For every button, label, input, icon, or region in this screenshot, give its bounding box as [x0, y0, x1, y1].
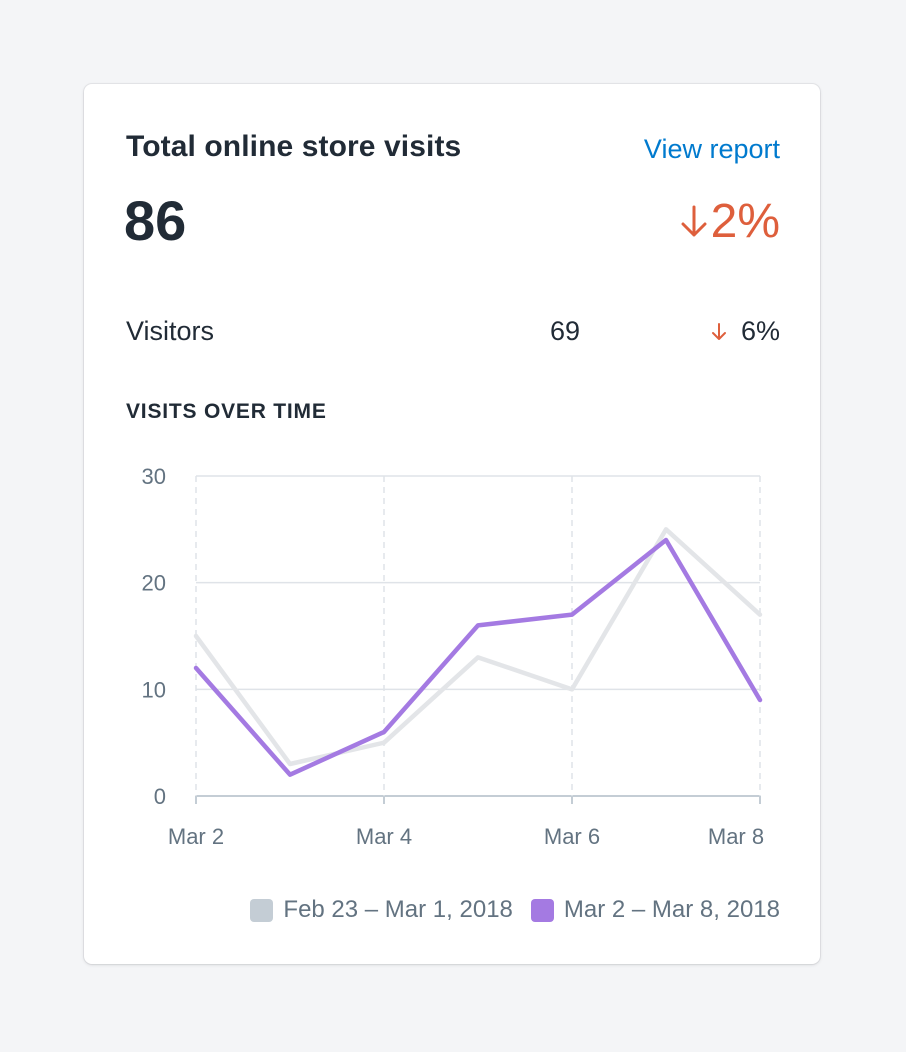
visits-card: Total online store visits View report 86… [84, 84, 820, 964]
section-heading: VISITS OVER TIME [126, 400, 327, 423]
legend-label-previous: Feb 23 – Mar 1, 2018 [283, 896, 513, 923]
x-tick-label: Mar 8 [708, 824, 764, 849]
x-tick-label: Mar 6 [544, 824, 600, 849]
series-line-previous [193, 527, 763, 767]
visitors-label: Visitors [126, 316, 215, 346]
y-tick-label: 30 [142, 464, 166, 489]
y-tick-label: 20 [142, 571, 166, 596]
legend-item-current: Mar 2 – Mar 8, 2018 [530, 896, 780, 924]
visitors-change-value: 6% [740, 316, 780, 346]
total-visits-value: 86 [124, 189, 187, 252]
visits-line-chart: 0 10 20 30 Mar 2 Mar 4 Mar 6 Mar 8 [142, 464, 765, 849]
x-tick-label: Mar 2 [168, 824, 224, 849]
series-line-current [193, 537, 763, 777]
arrow-down-icon [711, 322, 726, 340]
view-report-link[interactable]: View report [643, 134, 780, 164]
visitors-value: 69 [550, 316, 581, 346]
y-tick-label: 0 [154, 784, 166, 809]
visitors-row: Visitors 69 6% [126, 316, 780, 350]
total-change-value: 2% [710, 195, 780, 248]
legend-item-previous: Feb 23 – Mar 1, 2018 [250, 896, 513, 924]
arrow-down-icon [681, 205, 707, 236]
legend-swatch-current [530, 898, 554, 922]
y-tick-label: 10 [142, 677, 166, 702]
visitors-change: 6% [711, 316, 780, 347]
chart-legend: Feb 23 – Mar 1, 2018 Mar 2 – Mar 8, 2018 [232, 896, 780, 924]
total-change: 2% [681, 194, 780, 249]
x-tick-label: Mar 4 [356, 824, 412, 849]
legend-swatch-previous [250, 898, 274, 922]
card-title: Total online store visits [126, 130, 462, 163]
legend-label-current: Mar 2 – Mar 8, 2018 [563, 896, 780, 923]
